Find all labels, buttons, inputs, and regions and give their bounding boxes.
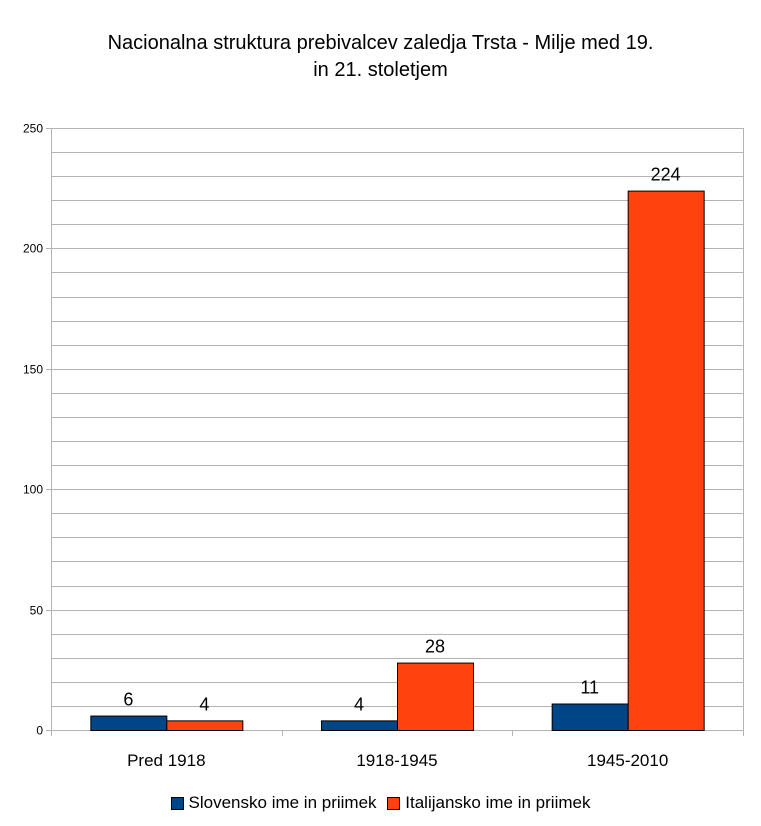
legend: Slovensko ime in priimek Italijansko ime…: [0, 793, 761, 815]
y-tick-label: 250: [23, 122, 43, 136]
legend-swatch-orange: [387, 796, 401, 810]
legend-swatch-blue: [170, 796, 184, 810]
data-label: 11: [580, 678, 599, 698]
chart-title-line-1: Nacionalna struktura prebivalcev zaledja…: [107, 32, 654, 54]
data-label: 4: [199, 694, 209, 714]
bar: [90, 715, 168, 732]
legend-item-italijansko: Italijansko ime in priimek: [387, 793, 590, 813]
chart-title-line-2: in 21. stoletjem: [313, 59, 448, 81]
bar: [397, 662, 474, 731]
data-label: 6: [123, 690, 133, 710]
bar: [627, 190, 705, 732]
x-tick-label: Pred 1918: [127, 751, 205, 770]
data-label: 4: [354, 694, 364, 714]
chart-title: Nacionalna struktura prebivalcev zaledja…: [0, 30, 761, 84]
data-label: 224: [651, 165, 681, 185]
data-label: 28: [425, 637, 445, 657]
x-tick-label: 1945-2010: [587, 751, 668, 770]
y-tick-label: 50: [30, 604, 44, 618]
legend-label-slovensko: Slovensko ime in priimek: [188, 793, 377, 812]
y-tick-label: 0: [36, 724, 43, 738]
y-tick-label: 150: [23, 363, 43, 377]
bar: [321, 720, 398, 731]
y-tick-label: 100: [23, 483, 43, 497]
legend-item-slovensko: Slovensko ime in priimek: [170, 793, 377, 813]
x-tick-label: 1918-1945: [356, 751, 437, 770]
legend-label-italijansko: Italijansko ime in priimek: [405, 793, 591, 812]
bar: [551, 703, 629, 732]
bar: [166, 720, 244, 731]
y-tick-label: 200: [23, 242, 43, 256]
